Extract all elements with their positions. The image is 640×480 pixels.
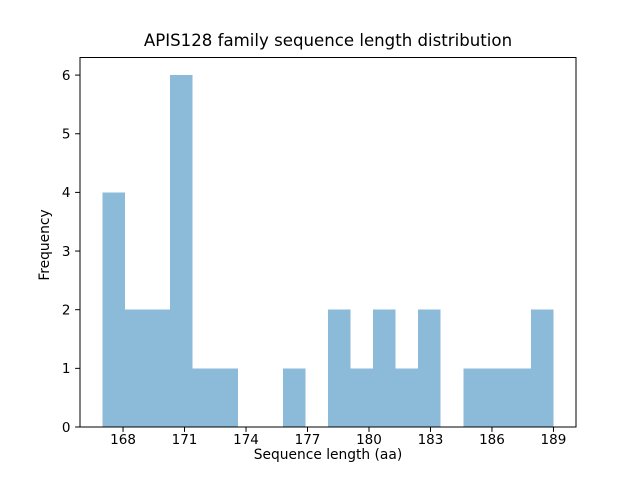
y-tick-label: 1	[62, 361, 71, 377]
plot-border	[79, 57, 577, 428]
x-tick-label: 168	[110, 432, 136, 448]
x-tick-label: 177	[295, 432, 321, 448]
y-tick-label: 5	[62, 127, 71, 143]
y-tick-label: 3	[62, 244, 71, 260]
x-tick-label: 171	[172, 432, 198, 448]
x-tick-label: 180	[356, 432, 382, 448]
histogram-bar	[350, 368, 374, 427]
x-tick-label: 189	[541, 432, 567, 448]
histogram-bar	[463, 368, 486, 427]
y-tick-label: 2	[62, 303, 71, 319]
histogram-bar	[282, 368, 306, 427]
histogram-bar	[102, 192, 126, 427]
histogram-bar	[328, 309, 351, 427]
histogram-bar	[170, 75, 193, 427]
x-axis-label: Sequence length (aa)	[253, 447, 403, 463]
x-tick-label: 186	[479, 432, 505, 448]
y-tick-label: 0	[62, 420, 71, 436]
x-tick-label: 183	[418, 432, 444, 448]
histogram-bar	[508, 368, 531, 427]
y-tick-label: 4	[62, 185, 71, 201]
histogram-bar	[147, 309, 171, 427]
x-tick-label: 174	[233, 432, 259, 448]
histogram-bar	[530, 309, 554, 427]
histogram-bar	[192, 368, 216, 427]
histogram-bar	[373, 309, 396, 427]
y-axis-label: Frequency	[37, 209, 53, 281]
histogram-bar	[485, 368, 509, 427]
chart-title: APIS128 family sequence length distribut…	[143, 31, 513, 50]
histogram-bar	[215, 368, 238, 427]
y-tick-label: 6	[62, 68, 71, 84]
histogram-bar	[395, 368, 419, 427]
histogram-bar	[418, 309, 441, 427]
histogram-bar	[125, 309, 148, 427]
